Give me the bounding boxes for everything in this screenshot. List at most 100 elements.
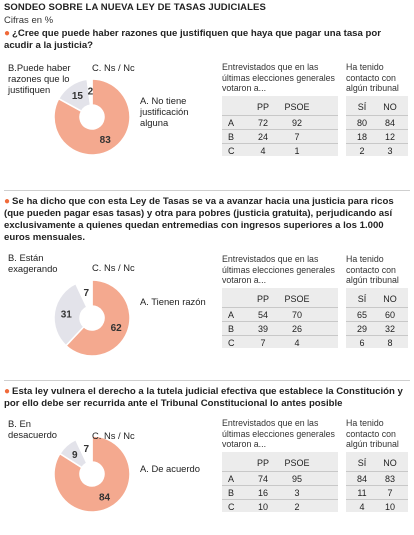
table_voters-table — [222, 452, 338, 512]
slice-c-value: 2 — [88, 87, 94, 98]
row-divider — [346, 499, 408, 500]
table_voters-col-header: PSOE — [284, 102, 310, 112]
row-divider — [222, 335, 338, 336]
slice-b-label: B.Puede haber razones que lo justifiquen — [8, 62, 71, 95]
row-label: A — [228, 474, 235, 484]
table_tribunal-table — [346, 452, 408, 512]
slice-b-label: B. En desacuerdo — [8, 418, 57, 440]
table-cell: 84 — [384, 118, 395, 128]
table_voters-col-header: PP — [256, 294, 269, 304]
table-cell: 80 — [356, 118, 367, 128]
table_tribunal-header: Ha tenido contacto con algún tribunal — [346, 62, 399, 93]
table_tribunal-header: Ha tenido contacto con algún tribunal — [346, 418, 399, 449]
row-divider — [222, 471, 338, 472]
table-cell: 6 — [359, 338, 365, 348]
table_voters-col-header: PSOE — [284, 458, 310, 468]
table_tribunal-col-header: SÍ — [357, 458, 367, 468]
table_voters-col-header: PSOE — [284, 294, 310, 304]
table-cell: 3 — [294, 488, 300, 498]
row-label: A — [228, 310, 235, 320]
page-title: SONDEO SOBRE LA NUEVA LEY DE TASAS JUDIC… — [4, 2, 266, 13]
row-divider — [346, 115, 408, 116]
table-cell: 10 — [384, 502, 395, 512]
row-label: B — [228, 132, 235, 142]
table-cell: 3 — [387, 146, 393, 156]
table_voters-col-header: PP — [256, 102, 269, 112]
table-cell: 7 — [387, 488, 393, 498]
table-cell: 70 — [291, 310, 302, 320]
row-divider — [222, 321, 338, 322]
row-divider — [222, 115, 338, 116]
donut-chart: 83 15 2 — [53, 78, 131, 156]
row-label: C — [228, 502, 235, 512]
table-cell: 29 — [356, 324, 367, 334]
slice-a-value: 83 — [100, 135, 112, 146]
row-divider — [222, 307, 338, 308]
row-divider — [346, 321, 408, 322]
slice-b-value: 15 — [72, 91, 84, 102]
row-label: B — [228, 488, 235, 498]
table-cell: 4 — [260, 146, 266, 156]
table-cell: 60 — [384, 310, 395, 320]
table-cell: 92 — [291, 118, 302, 128]
slice-b — [53, 282, 88, 347]
slice-a — [53, 78, 131, 156]
slice-b-label: B. Están exagerando — [8, 252, 58, 274]
table_tribunal-col-header: SÍ — [357, 294, 367, 304]
question-label: Esta ley vulnera el derecho a la tutela … — [4, 386, 403, 409]
table-cell: 32 — [384, 324, 395, 334]
row-divider — [346, 129, 408, 130]
question-text: ● Esta ley vulnera el derecho a la tutela… — [4, 386, 412, 410]
table-cell: 10 — [257, 502, 268, 512]
table-cell: 72 — [257, 118, 268, 128]
slice-a-label: A. De acuerdo — [140, 463, 200, 474]
row-divider — [346, 335, 408, 336]
slice-a-label: A. No tiene justificación alguna — [140, 95, 189, 128]
table_tribunal-table — [346, 96, 408, 156]
slice-b-value: 9 — [72, 450, 78, 461]
bullet-icon: ● — [4, 196, 11, 207]
slice-c-label: C. Ns / Nc — [92, 62, 135, 73]
table_tribunal-header: Ha tenido contacto con algún tribunal — [346, 254, 399, 285]
table-cell: 16 — [257, 488, 268, 498]
row-label: B — [228, 324, 235, 334]
table_voters-header: Entrevistados que en las últimas eleccio… — [222, 254, 335, 285]
table-cell: 39 — [257, 324, 268, 334]
slice-c — [74, 435, 93, 465]
table-cell: 24 — [257, 132, 268, 142]
section-separator — [4, 190, 410, 191]
table_voters-table — [222, 288, 338, 348]
slice-c — [74, 279, 93, 309]
table-cell: 11 — [357, 488, 367, 498]
row-divider — [222, 143, 338, 144]
donut-chart: 62 31 7 — [53, 279, 131, 357]
row-label: A — [228, 118, 235, 128]
table-cell: 84 — [356, 474, 367, 484]
donut-chart: 84 97 — [53, 435, 131, 513]
table-cell: 7 — [260, 338, 266, 348]
table-cell: 83 — [384, 474, 395, 484]
table_voters-table — [222, 96, 338, 156]
question-label: Se ha dicho que con esta Ley de Tasas se… — [4, 196, 394, 243]
slice-c-value: 7 — [84, 444, 90, 455]
table_tribunal-col-header: SÍ — [357, 102, 367, 112]
bullet-icon: ● — [4, 28, 11, 39]
table-cell: 65 — [356, 310, 367, 320]
row-divider — [346, 307, 408, 308]
question-label: ¿Cree que puede haber razones que justif… — [4, 28, 381, 51]
slice-a — [64, 279, 131, 357]
table-cell: 8 — [387, 338, 393, 348]
slice-a — [53, 435, 131, 513]
table-cell: 4 — [359, 502, 365, 512]
table_tribunal-col-header: NO — [383, 458, 397, 468]
table_voters-header: Entrevistados que en las últimas eleccio… — [222, 418, 335, 449]
table-cell: 54 — [257, 310, 268, 320]
table_voters-col-header: PP — [256, 458, 269, 468]
table-cell: 2 — [359, 146, 365, 156]
slice-a-value: 84 — [99, 492, 111, 503]
row-label: C — [228, 338, 235, 348]
table-cell: 7 — [294, 132, 300, 142]
slice-c-value: 7 — [84, 288, 90, 299]
slice-c — [86, 78, 93, 106]
question-text: ● Se ha dicho que con esta Ley de Tasas s… — [4, 196, 412, 244]
